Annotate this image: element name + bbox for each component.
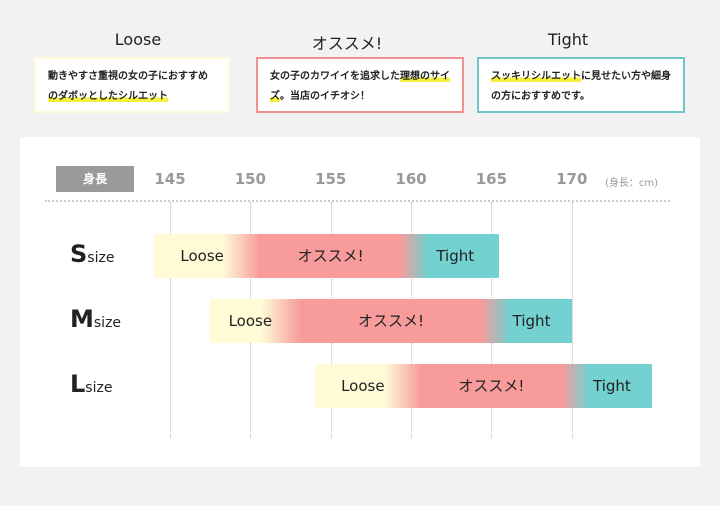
description-text: 。当店のイチオシ！ bbox=[280, 91, 370, 102]
bar-segment-label: Loose bbox=[228, 312, 273, 330]
description-text: のダボッとしたシルエット bbox=[48, 91, 168, 102]
legend-title: オススメ! bbox=[311, 34, 383, 53]
bar-segment-label: Tight bbox=[593, 377, 631, 395]
size-suffix: size bbox=[85, 380, 113, 396]
bar-segment-label: Loose bbox=[341, 377, 385, 395]
x-tick-label: 165 bbox=[475, 170, 508, 188]
bar-segment-label: Tight bbox=[512, 312, 551, 330]
bar-segment-label: オススメ! bbox=[297, 247, 364, 265]
gridline bbox=[571, 202, 573, 438]
x-tick-label: 160 bbox=[395, 170, 427, 188]
bar-segment-label: オススメ! bbox=[458, 377, 525, 395]
size-range-bar: Loose オススメ! Tight bbox=[314, 364, 653, 408]
gridline bbox=[170, 202, 171, 438]
bar-segment-label: オススメ! bbox=[357, 312, 424, 330]
size-label: Ssize bbox=[70, 240, 114, 268]
unit-label: (身長：cm) bbox=[605, 178, 659, 189]
x-tick-label: 170 bbox=[556, 170, 588, 188]
x-tick-label: 155 bbox=[315, 170, 347, 188]
axis-divider bbox=[45, 200, 670, 202]
legend-title: Tight bbox=[547, 30, 589, 49]
size-range-bar: Loose オススメ! Tight bbox=[153, 234, 500, 278]
bar-segment-label: Tight bbox=[436, 247, 475, 265]
size-letter: L bbox=[70, 370, 86, 398]
description-text: 女の子のカワイイを追求した bbox=[270, 71, 400, 82]
size-suffix: size bbox=[93, 315, 122, 331]
x-tick-label: 150 bbox=[234, 170, 266, 188]
legend-description: 女の子のカワイイを追求した理想のサイズ。当店のイチオシ！ bbox=[256, 57, 464, 113]
size-suffix: size bbox=[87, 250, 115, 266]
legend-description: 動きやすさ重視の女の子におすすめのダボッとしたシルエット bbox=[34, 57, 230, 113]
size-label: Msize bbox=[70, 305, 121, 333]
x-tick-label: 145 bbox=[154, 170, 186, 188]
axis-badge: 身長 bbox=[56, 166, 134, 192]
description-text: に見せたい方や細身の方におすすめです。 bbox=[491, 71, 671, 102]
bar-segment-label: Loose bbox=[180, 247, 224, 265]
description-text: 動きやすさ重視の女の子におすすめ bbox=[48, 71, 208, 82]
size-letter: M bbox=[70, 305, 94, 333]
size-letter: S bbox=[70, 240, 88, 268]
description-text: スッキリシルエット bbox=[491, 71, 581, 82]
size-range-bar: Loose オススメ! Tight bbox=[210, 299, 572, 343]
legend-title: Loose bbox=[114, 30, 162, 49]
size-label: Lsize bbox=[70, 370, 112, 398]
legend-description: スッキリシルエットに見せたい方や細身の方におすすめです。 bbox=[477, 57, 685, 113]
